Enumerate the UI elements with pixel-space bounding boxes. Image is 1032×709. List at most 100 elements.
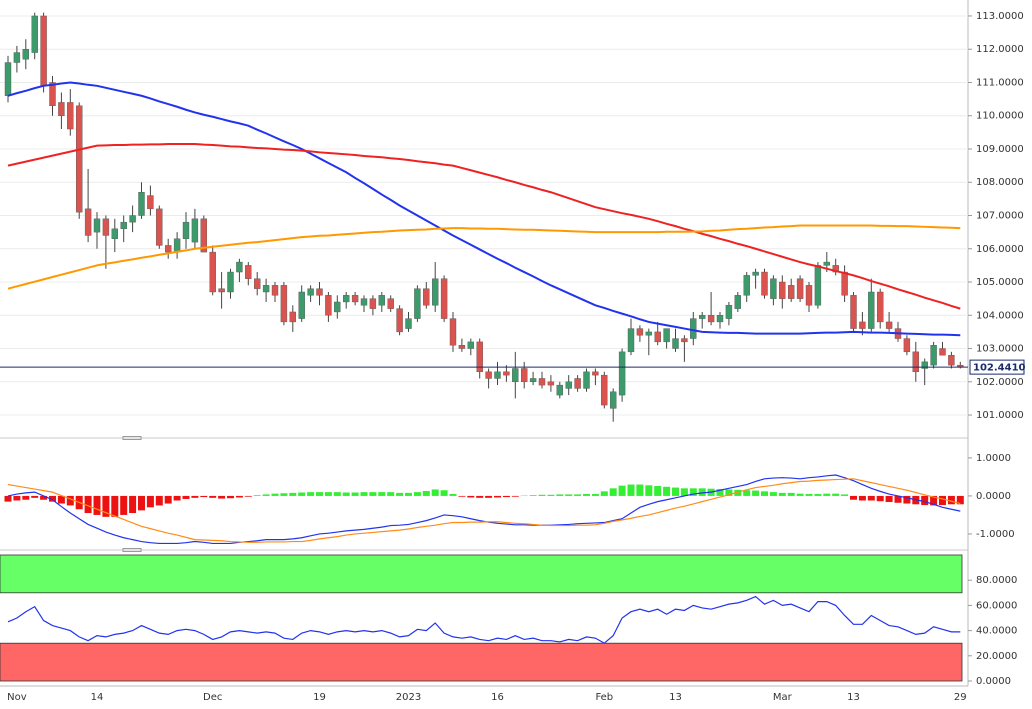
histogram-bar xyxy=(378,492,386,496)
histogram-bar xyxy=(734,489,742,496)
indicator-line xyxy=(7,81,961,337)
histogram-bar xyxy=(672,487,679,496)
candle-body xyxy=(458,345,466,349)
x-tick-label: 2023 xyxy=(396,692,421,703)
histogram-bar xyxy=(600,491,608,496)
y-tick-label: -1.0000 xyxy=(976,529,1015,540)
y-tick-label: 106.0000 xyxy=(976,244,1024,255)
last-price-label: 102.4410 xyxy=(973,363,1026,374)
y-tick-label: 0.0000 xyxy=(976,676,1011,687)
candle-body xyxy=(316,288,323,296)
candle-body xyxy=(138,192,145,216)
x-tick-label: 19 xyxy=(313,692,326,703)
histogram-bar xyxy=(752,490,760,496)
histogram-bar xyxy=(218,495,226,499)
candle-body xyxy=(770,278,777,299)
x-tick-label: 29 xyxy=(954,692,967,703)
candle-body xyxy=(725,305,733,319)
candle-body xyxy=(583,371,590,389)
histogram-bar xyxy=(173,495,181,501)
candle-body xyxy=(903,338,911,353)
histogram-bar xyxy=(387,492,395,496)
candle-body xyxy=(654,331,661,343)
candle-body xyxy=(663,328,670,343)
histogram-bar xyxy=(716,489,724,496)
candle-body xyxy=(218,288,225,293)
candle-body xyxy=(841,271,848,296)
candle-body xyxy=(761,271,768,296)
candle-body xyxy=(289,311,296,323)
candle-body xyxy=(120,221,127,230)
candle-body xyxy=(512,368,519,382)
histogram-bar xyxy=(698,488,706,496)
histogram-bar xyxy=(591,494,599,496)
candle-body xyxy=(369,298,377,309)
candle-body xyxy=(334,301,341,313)
candle-body xyxy=(538,378,546,386)
candle-body xyxy=(280,285,288,323)
y-tick-label: 1.0000 xyxy=(976,453,1011,464)
histogram-bar xyxy=(502,495,510,498)
histogram-bar xyxy=(876,495,884,502)
histogram-bar xyxy=(814,494,822,496)
candle-body xyxy=(129,215,136,223)
histogram-bar xyxy=(155,495,163,506)
histogram-bar xyxy=(476,495,484,498)
histogram-bar xyxy=(680,488,688,496)
histogram-bar xyxy=(769,492,777,496)
histogram-bar xyxy=(805,494,813,496)
y-tick-label: 105.0000 xyxy=(976,277,1024,288)
candle-body xyxy=(707,315,715,323)
candle-body xyxy=(4,62,12,96)
candle-body xyxy=(182,221,190,239)
candle-body xyxy=(734,295,741,309)
candle-body xyxy=(351,295,359,303)
histogram-bar xyxy=(120,495,128,515)
candle-body xyxy=(396,308,403,333)
histogram-bar xyxy=(796,493,804,496)
candle-body xyxy=(814,265,822,306)
histogram-bar xyxy=(271,493,279,496)
y-tick-label: 40.0000 xyxy=(976,626,1017,637)
histogram-bar xyxy=(858,495,866,501)
y-tick-label: 113.0000 xyxy=(976,11,1024,22)
candle-body xyxy=(699,315,706,319)
panel-handle[interactable] xyxy=(122,436,142,440)
y-tick-label: 60.0000 xyxy=(976,600,1017,611)
candle-body xyxy=(227,271,234,293)
rsi-zone xyxy=(0,642,963,682)
histogram-bar xyxy=(921,495,929,506)
histogram-bar xyxy=(405,492,412,496)
candle-body xyxy=(912,351,919,373)
histogram-bar xyxy=(57,495,65,504)
candle-body xyxy=(796,278,804,299)
histogram-bar xyxy=(235,495,243,498)
candle-body xyxy=(75,105,83,213)
candle-body xyxy=(529,378,537,382)
histogram-bar xyxy=(351,492,359,496)
candle-body xyxy=(939,348,946,356)
histogram-bar xyxy=(431,489,439,496)
candle-body xyxy=(22,49,29,60)
histogram-bar xyxy=(654,486,662,496)
histogram-bar xyxy=(894,495,902,503)
candle-body xyxy=(690,318,697,339)
histogram-bar xyxy=(369,492,377,496)
y-tick-label: 0.0000 xyxy=(976,491,1011,502)
candle-body xyxy=(556,384,563,396)
last-price-box xyxy=(969,359,1025,375)
histogram-bar xyxy=(13,495,21,501)
histogram-bar xyxy=(333,492,341,496)
histogram-bar xyxy=(253,495,261,496)
histogram-bar xyxy=(832,493,840,496)
candle-body xyxy=(67,102,74,130)
y-tick-label: 80.0000 xyxy=(976,575,1017,586)
histogram-bar xyxy=(360,492,368,496)
candle-body xyxy=(681,338,688,343)
histogram-bar xyxy=(850,495,857,500)
histogram-bar xyxy=(244,495,252,497)
panel-handle[interactable] xyxy=(122,548,142,552)
candle-body xyxy=(672,338,679,349)
candle-body xyxy=(200,218,208,253)
